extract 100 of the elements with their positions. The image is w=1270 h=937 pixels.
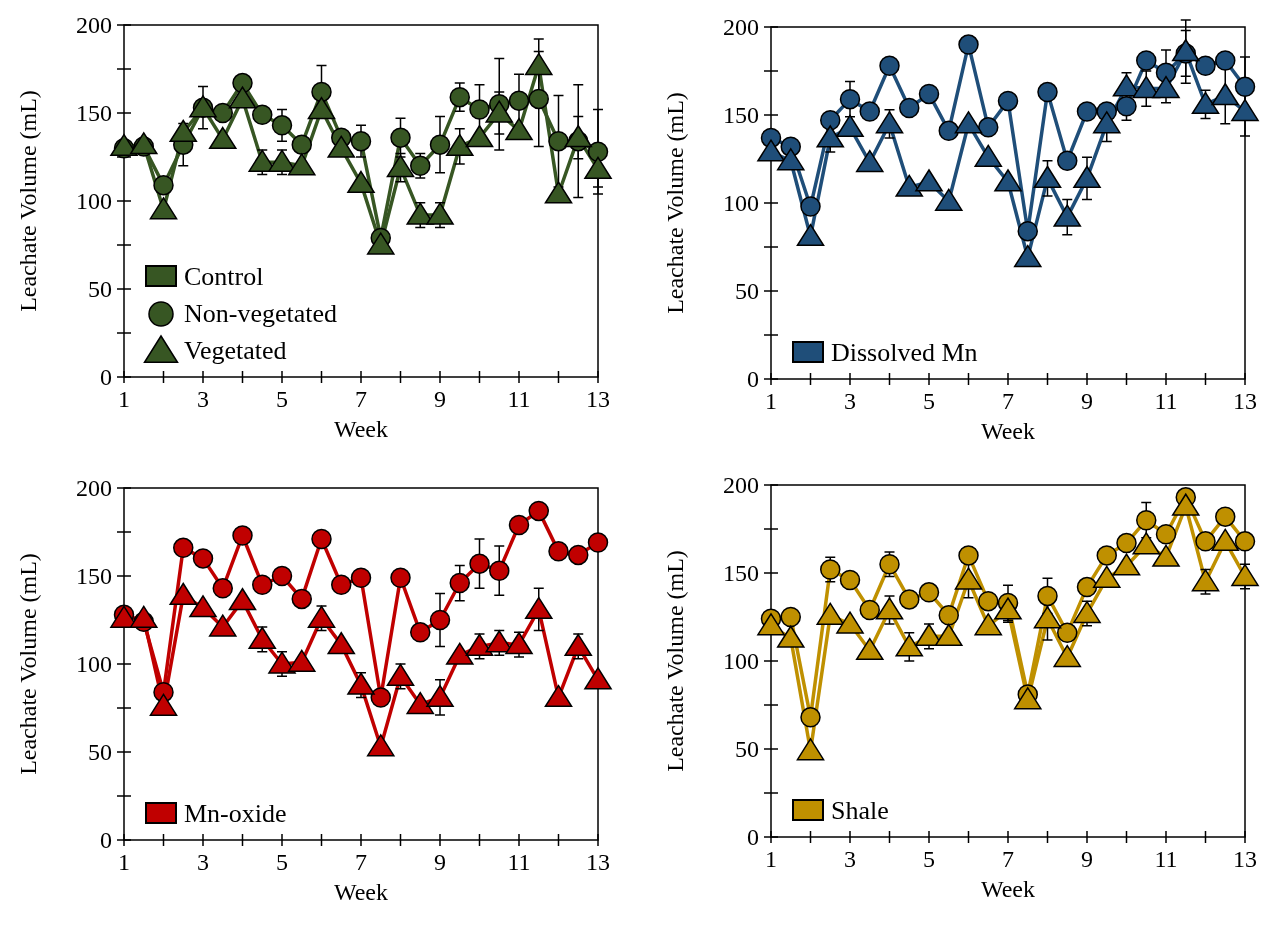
point bbox=[465, 125, 494, 148]
point bbox=[252, 574, 273, 596]
point bbox=[528, 500, 549, 522]
y-axis-title: Leachate Volume (mL) bbox=[662, 92, 688, 314]
point bbox=[1033, 165, 1062, 189]
point bbox=[584, 667, 612, 690]
point bbox=[855, 149, 884, 173]
point bbox=[836, 611, 864, 634]
point bbox=[469, 99, 490, 120]
point bbox=[347, 170, 375, 194]
point bbox=[169, 119, 198, 143]
point bbox=[958, 545, 979, 566]
point bbox=[1033, 606, 1062, 629]
y-axis-title: Leachate Volume (mL) bbox=[15, 90, 41, 312]
point bbox=[311, 528, 332, 550]
point bbox=[780, 606, 801, 628]
x-tick-label: 13 bbox=[586, 386, 610, 412]
y-axis-title: Leachate Volume (mL) bbox=[15, 553, 41, 775]
point bbox=[994, 169, 1022, 192]
point bbox=[331, 574, 352, 596]
point bbox=[584, 156, 612, 179]
point bbox=[445, 133, 474, 157]
point bbox=[307, 96, 336, 120]
point bbox=[839, 569, 861, 591]
point bbox=[208, 126, 237, 150]
point bbox=[228, 588, 257, 611]
x-axis-title: Week bbox=[333, 879, 389, 905]
y-tick-label: 0 bbox=[100, 827, 112, 853]
point bbox=[1195, 531, 1216, 552]
point bbox=[1231, 98, 1259, 122]
point bbox=[1116, 95, 1137, 117]
point bbox=[524, 52, 553, 76]
point bbox=[410, 155, 431, 177]
point bbox=[449, 572, 470, 594]
point bbox=[192, 548, 214, 569]
point bbox=[508, 90, 530, 111]
x-tick-label: 1 bbox=[118, 849, 130, 875]
x-axis-title: Week bbox=[333, 416, 389, 442]
point bbox=[1234, 76, 1256, 98]
y-tick-label: 50 bbox=[735, 278, 759, 304]
x-tick-label: 7 bbox=[355, 849, 367, 875]
point bbox=[1053, 204, 1082, 227]
y-tick-label: 0 bbox=[747, 366, 759, 392]
legend-label: Vegetated bbox=[184, 336, 287, 365]
point bbox=[390, 567, 411, 589]
point bbox=[1136, 50, 1157, 71]
point bbox=[934, 188, 963, 211]
point bbox=[958, 34, 979, 55]
point bbox=[820, 110, 841, 131]
point bbox=[776, 625, 805, 648]
point bbox=[524, 596, 553, 620]
point bbox=[1017, 220, 1038, 242]
point bbox=[1211, 528, 1240, 551]
point bbox=[1112, 553, 1141, 576]
y-tick-label: 200 bbox=[76, 475, 112, 501]
point bbox=[149, 197, 178, 220]
point bbox=[800, 707, 821, 728]
point bbox=[776, 148, 805, 171]
point bbox=[508, 514, 530, 536]
y-tick-label: 150 bbox=[76, 563, 112, 589]
x-tick-label: 13 bbox=[1233, 846, 1257, 872]
x-tick-label: 3 bbox=[197, 386, 209, 412]
x-tick-label: 5 bbox=[923, 388, 935, 414]
y-tick-label: 100 bbox=[76, 651, 112, 677]
point bbox=[855, 637, 884, 661]
point bbox=[1211, 83, 1240, 106]
point bbox=[327, 632, 356, 655]
point bbox=[1092, 111, 1121, 134]
point bbox=[153, 174, 174, 196]
point bbox=[469, 553, 490, 574]
point bbox=[978, 117, 999, 138]
point bbox=[449, 86, 470, 108]
point bbox=[564, 633, 593, 657]
point bbox=[386, 154, 415, 178]
x-axis-title: Week bbox=[980, 876, 1036, 902]
point bbox=[816, 125, 845, 148]
point bbox=[505, 117, 533, 141]
x-tick-label: 5 bbox=[276, 386, 288, 412]
point bbox=[505, 632, 533, 655]
point bbox=[1171, 493, 1200, 516]
point bbox=[899, 97, 920, 119]
point bbox=[426, 684, 454, 708]
point bbox=[820, 559, 841, 580]
point bbox=[390, 127, 411, 148]
point bbox=[796, 223, 825, 247]
point bbox=[1234, 531, 1256, 552]
point bbox=[212, 102, 233, 124]
x-axis-title: Week bbox=[980, 418, 1036, 444]
point bbox=[997, 90, 1019, 112]
point bbox=[410, 622, 431, 643]
point bbox=[1132, 532, 1161, 555]
point bbox=[429, 609, 451, 631]
legend-title: Control bbox=[184, 262, 264, 291]
x-tick-label: 3 bbox=[197, 849, 209, 875]
point bbox=[918, 582, 940, 603]
point bbox=[1037, 585, 1058, 607]
point bbox=[268, 149, 296, 172]
point bbox=[1195, 55, 1216, 76]
point bbox=[173, 537, 194, 559]
point bbox=[1231, 563, 1259, 587]
